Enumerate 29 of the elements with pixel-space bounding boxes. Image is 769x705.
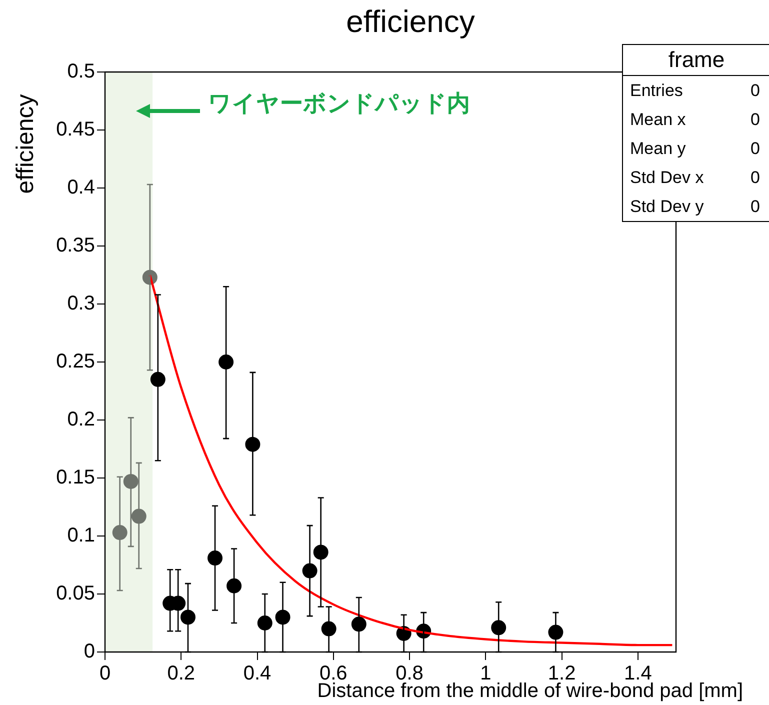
point (351, 616, 366, 632)
y-tick-label: 0.15 (56, 466, 95, 489)
text: Mean x 0 (630, 110, 760, 129)
y-tick-label: 0.1 (67, 524, 95, 547)
point (150, 372, 166, 387)
y-tick-label: 0 (84, 640, 95, 663)
x-tick-label: 0.4 (243, 662, 272, 685)
point (180, 610, 196, 625)
point (218, 354, 234, 370)
y-tick-label: 0.5 (67, 60, 95, 83)
y-tick-label: 0.35 (56, 234, 95, 257)
text: Std Dev y 0 (630, 197, 760, 216)
annotation: frame (623, 45, 769, 76)
x-tick-label: 0 (99, 662, 111, 685)
y-axis-title: efficiency (12, 94, 40, 194)
y-tick-label: 0.4 (67, 176, 95, 199)
y-tick-label: 0.25 (56, 350, 95, 373)
y-tick-label: 0.2 (67, 408, 95, 431)
text: Entries 0 (630, 81, 760, 100)
y-tick-label: 0.3 (67, 292, 95, 315)
text: Mean y 0 (630, 139, 760, 158)
point (226, 578, 242, 594)
annotation: ワイヤーボンドパッド内 (208, 90, 470, 119)
point (208, 550, 223, 566)
y-tick-label: 0.45 (56, 118, 95, 141)
text: Std Dev x 0 (630, 168, 760, 187)
y-tick-label: 0.05 (56, 582, 95, 605)
chart-title: efficiency (345, 4, 476, 40)
x-tick-label: 0.2 (167, 662, 196, 685)
